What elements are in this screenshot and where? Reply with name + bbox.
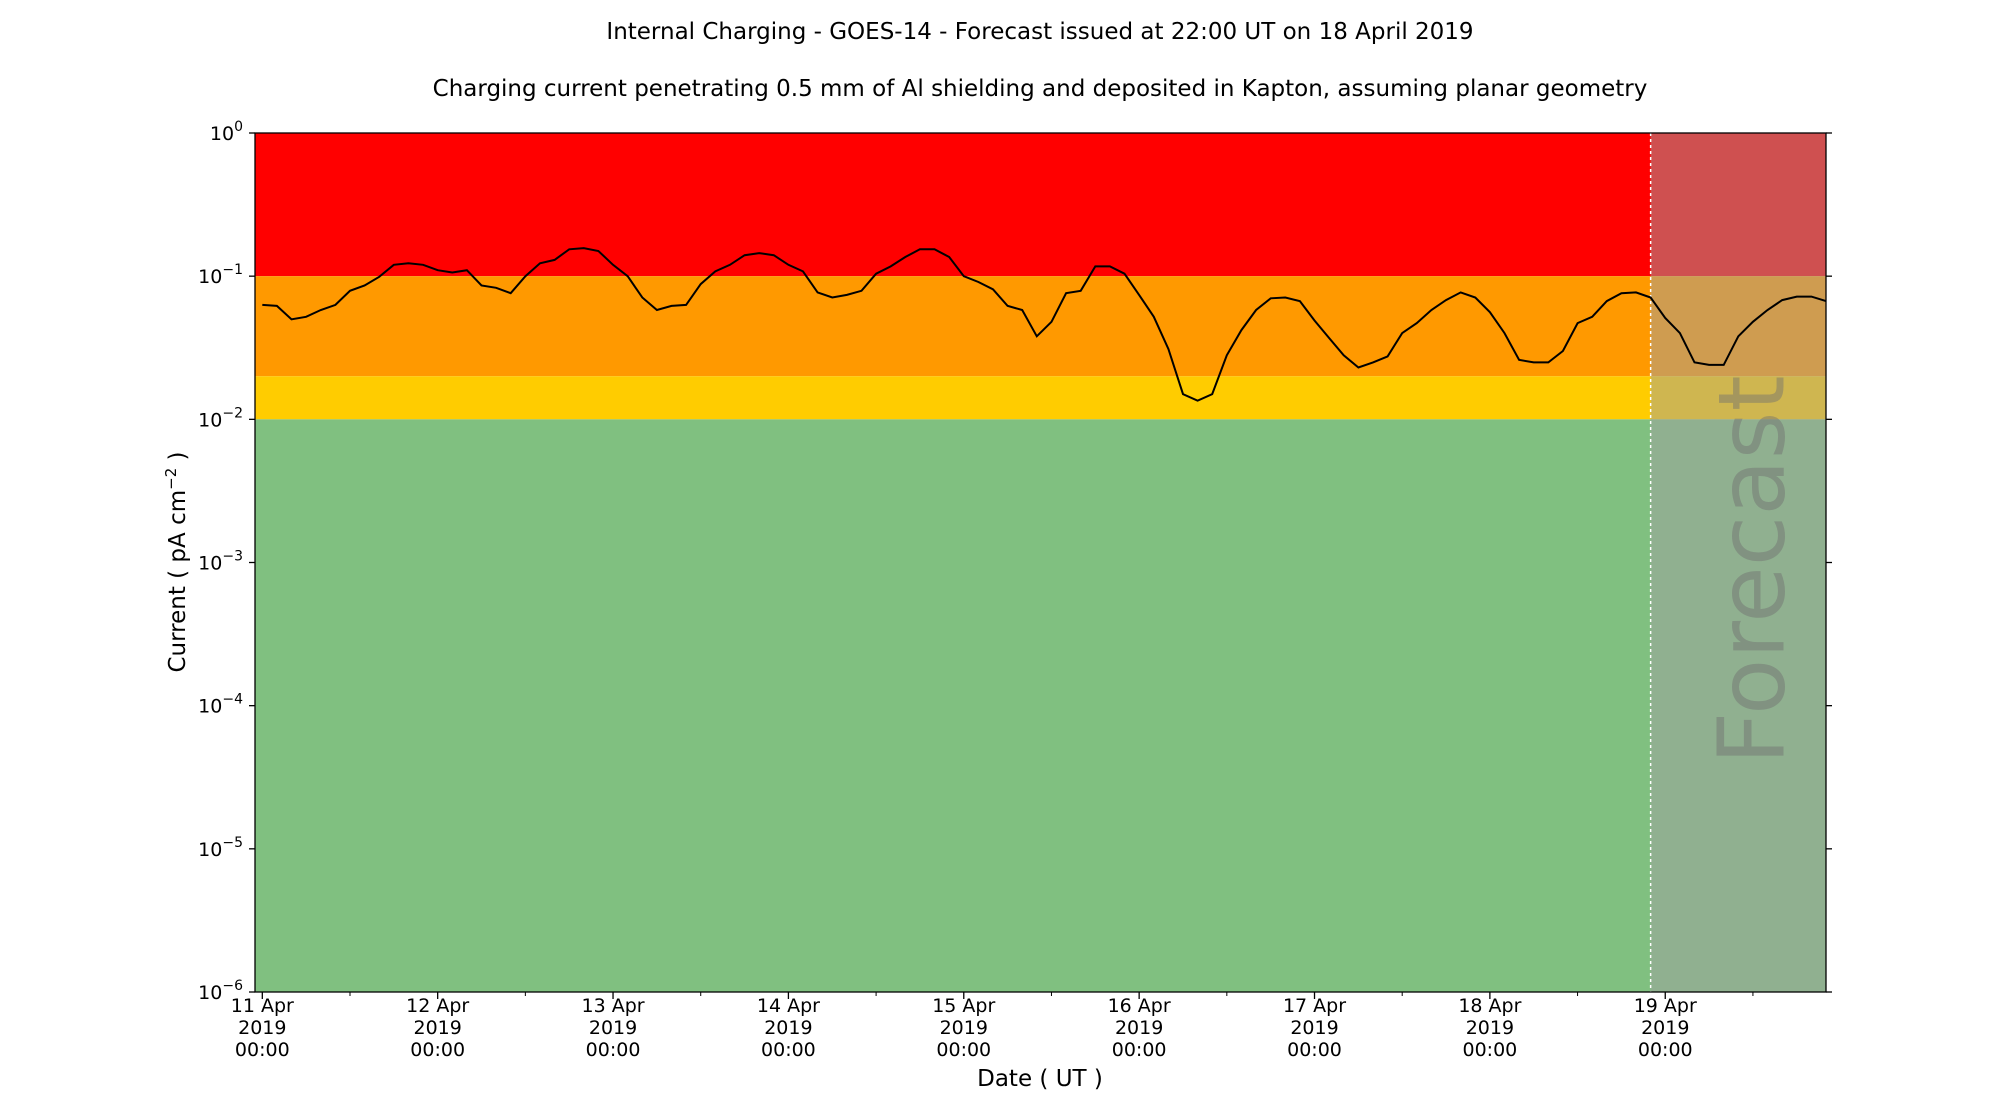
risk-band [255,376,1826,420]
y-axis-label-end: ) [165,451,191,467]
y-tick-exponent: 0 [234,119,243,135]
risk-band [255,419,1826,992]
chart-subtitle: Charging current penetrating 0.5 mm of A… [433,76,1648,102]
y-axis-label-text: Current ( pA cm [165,490,191,673]
y-tick-exponent: −1 [222,262,243,278]
risk-band [255,133,1826,277]
y-tick-label: 10−4 [198,692,243,718]
risk-band [255,276,1826,377]
x-tick-label: 14 Apr 2019 00:00 [757,995,820,1061]
x-tick-label: 19 Apr 2019 00:00 [1634,995,1697,1061]
y-tick-label: 10−5 [198,835,243,861]
y-tick-base: 10 [198,553,222,575]
y-tick-label: 10−2 [198,405,243,431]
x-tick-label: 17 Apr 2019 00:00 [1283,995,1346,1061]
x-tick-label: 12 Apr 2019 00:00 [406,995,469,1061]
data-line [262,247,1827,402]
y-tick-exponent: −4 [222,692,243,708]
y-tick-base: 10 [198,409,222,431]
forecast-region [1650,133,1826,992]
y-tick-exponent: −3 [222,549,243,565]
y-tick-base: 10 [198,696,222,718]
y-tick-exponent: −5 [222,835,243,851]
y-tick-base: 10 [198,839,222,861]
y-tick-label: 100 [210,119,243,145]
x-tick-label: 11 Apr 2019 00:00 [231,995,294,1061]
y-tick-exponent: −2 [222,405,243,421]
y-tick-label: 10−6 [198,978,243,1004]
x-tick-label: 15 Apr 2019 00:00 [932,995,995,1061]
forecast-label: Forecast [1699,375,1806,764]
x-tick-label: 13 Apr 2019 00:00 [581,995,644,1061]
y-tick-base: 10 [198,982,222,1004]
x-tick-label: 18 Apr 2019 00:00 [1458,995,1521,1061]
x-tick-label: 16 Apr 2019 00:00 [1108,995,1171,1061]
y-tick-exponent: −6 [222,978,243,994]
y-axis-label: Current ( pA cm−2 ) [162,451,191,672]
y-tick-label: 10−3 [198,549,243,575]
y-tick-label: 10−1 [198,262,243,288]
y-tick-base: 10 [198,266,222,288]
x-axis-label: Date ( UT ) [977,1066,1103,1092]
y-tick-base: 10 [210,123,234,145]
y-axis-label-exponent: −2 [162,468,180,490]
chart-title: Internal Charging - GOES-14 - Forecast i… [606,19,1473,45]
